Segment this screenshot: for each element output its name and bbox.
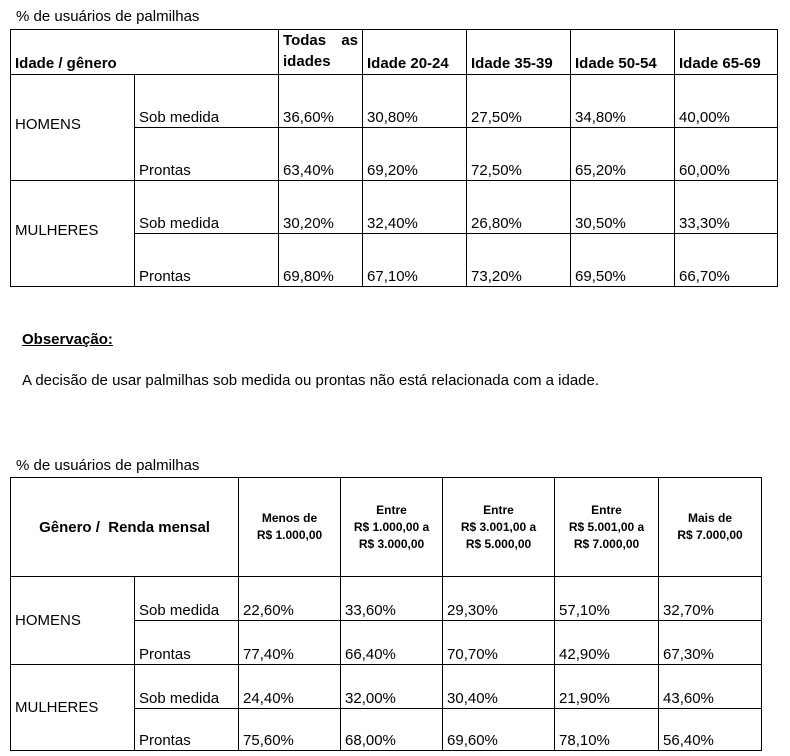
observation-text: A decisão de usar palmilhas sob medida o… bbox=[22, 372, 600, 389]
group-label: MULHERES bbox=[10, 664, 135, 751]
cell-value: 30,50% bbox=[570, 180, 676, 234]
header-all-ages: Todas as idades bbox=[278, 29, 364, 75]
row-label: Prontas bbox=[133, 233, 280, 287]
header-income-col: Mais de R$ 7.000,00 bbox=[658, 477, 763, 577]
cell-value: 78,10% bbox=[554, 708, 660, 751]
header-age-gender: Idade / gênero bbox=[9, 29, 280, 75]
table-row: Prontas 77,40% 66,40% 70,70% 42,90% 67,3… bbox=[11, 620, 763, 665]
cell-value: 67,30% bbox=[658, 620, 763, 665]
table2-caption: % de usuários de palmilhas bbox=[16, 457, 200, 474]
cell-value: 30,20% bbox=[278, 180, 364, 234]
cell-value: 34,80% bbox=[570, 74, 676, 128]
cell-value: 22,60% bbox=[238, 576, 342, 621]
cell-value: 21,90% bbox=[554, 664, 660, 709]
cell-value: 70,70% bbox=[442, 620, 556, 665]
table-row: Prontas 63,40% 69,20% 72,50% 65,20% 60,0… bbox=[11, 127, 779, 181]
cell-value: 66,40% bbox=[340, 620, 444, 665]
age-gender-table: Idade / gênero Todas as idades Idade 20-2… bbox=[9, 29, 779, 287]
header-income-col: Entre R$ 1.000,00 a R$ 3.000,00 bbox=[340, 477, 444, 577]
cell-value: 57,10% bbox=[554, 576, 660, 621]
cell-value: 75,60% bbox=[238, 708, 342, 751]
group-label: MULHERES bbox=[10, 180, 135, 287]
cell-value: 26,80% bbox=[466, 180, 572, 234]
row-label: Sob medida bbox=[133, 74, 280, 128]
cell-value: 42,90% bbox=[554, 620, 660, 665]
table-row: Prontas 75,60% 68,00% 69,60% 78,10% 56,4… bbox=[11, 708, 763, 751]
table-row: Prontas 69,80% 67,10% 73,20% 69,50% 66,7… bbox=[11, 233, 779, 287]
cell-value: 63,40% bbox=[278, 127, 364, 181]
cell-value: 30,40% bbox=[442, 664, 556, 709]
cell-value: 27,50% bbox=[466, 74, 572, 128]
header-income-col: Entre R$ 5.001,00 a R$ 7.000,00 bbox=[554, 477, 660, 577]
row-label: Sob medida bbox=[133, 664, 240, 709]
cell-value: 32,40% bbox=[362, 180, 468, 234]
cell-value: 69,50% bbox=[570, 233, 676, 287]
group-label: HOMENS bbox=[10, 576, 135, 665]
cell-value: 36,60% bbox=[278, 74, 364, 128]
cell-value: 56,40% bbox=[658, 708, 763, 751]
cell-value: 40,00% bbox=[674, 74, 779, 128]
cell-value: 69,60% bbox=[442, 708, 556, 751]
cell-value: 65,20% bbox=[570, 127, 676, 181]
cell-value: 32,00% bbox=[340, 664, 444, 709]
observation-title: Observação: bbox=[22, 331, 113, 348]
table1-caption: % de usuários de palmilhas bbox=[16, 8, 200, 25]
cell-value: 69,20% bbox=[362, 127, 468, 181]
cell-value: 69,80% bbox=[278, 233, 364, 287]
cell-value: 30,80% bbox=[362, 74, 468, 128]
cell-value: 32,70% bbox=[658, 576, 763, 621]
income-gender-table: Gênero / Renda mensal Menos de R$ 1.000,0… bbox=[9, 477, 763, 751]
cell-value: 68,00% bbox=[340, 708, 444, 751]
cell-value: 33,30% bbox=[674, 180, 779, 234]
cell-value: 24,40% bbox=[238, 664, 342, 709]
table-row: HOMENS Sob medida 22,60% 33,60% 29,30% 5… bbox=[10, 576, 763, 665]
header-gender-income: Gênero / Renda mensal bbox=[9, 477, 240, 577]
group-label: HOMENS bbox=[10, 74, 135, 181]
cell-value: 29,30% bbox=[442, 576, 556, 621]
table-row: MULHERES Sob medida 30,20% 32,40% 26,80%… bbox=[10, 180, 779, 287]
header-income-col: Menos de R$ 1.000,00 bbox=[238, 477, 342, 577]
table-row: HOMENS Sob medida 36,60% 30,80% 27,50% 3… bbox=[10, 74, 779, 181]
row-label: Prontas bbox=[133, 127, 280, 181]
cell-value: 66,70% bbox=[674, 233, 779, 287]
header-age-col: Idade 20-24 bbox=[362, 29, 468, 75]
row-label: Prontas bbox=[133, 620, 240, 665]
cell-value: 33,60% bbox=[340, 576, 444, 621]
cell-value: 72,50% bbox=[466, 127, 572, 181]
header-age-col: Idade 65-69 bbox=[674, 29, 779, 75]
cell-value: 77,40% bbox=[238, 620, 342, 665]
header-income-col: Entre R$ 3.001,00 a R$ 5.000,00 bbox=[442, 477, 556, 577]
cell-value: 43,60% bbox=[658, 664, 763, 709]
header-age-col: Idade 35-39 bbox=[466, 29, 572, 75]
row-label: Sob medida bbox=[133, 180, 280, 234]
row-label: Prontas bbox=[133, 708, 240, 751]
table-row: MULHERES Sob medida 24,40% 32,00% 30,40%… bbox=[10, 664, 763, 751]
cell-value: 73,20% bbox=[466, 233, 572, 287]
row-label: Sob medida bbox=[133, 576, 240, 621]
cell-value: 67,10% bbox=[362, 233, 468, 287]
header-age-col: Idade 50-54 bbox=[570, 29, 676, 75]
cell-value: 60,00% bbox=[674, 127, 779, 181]
